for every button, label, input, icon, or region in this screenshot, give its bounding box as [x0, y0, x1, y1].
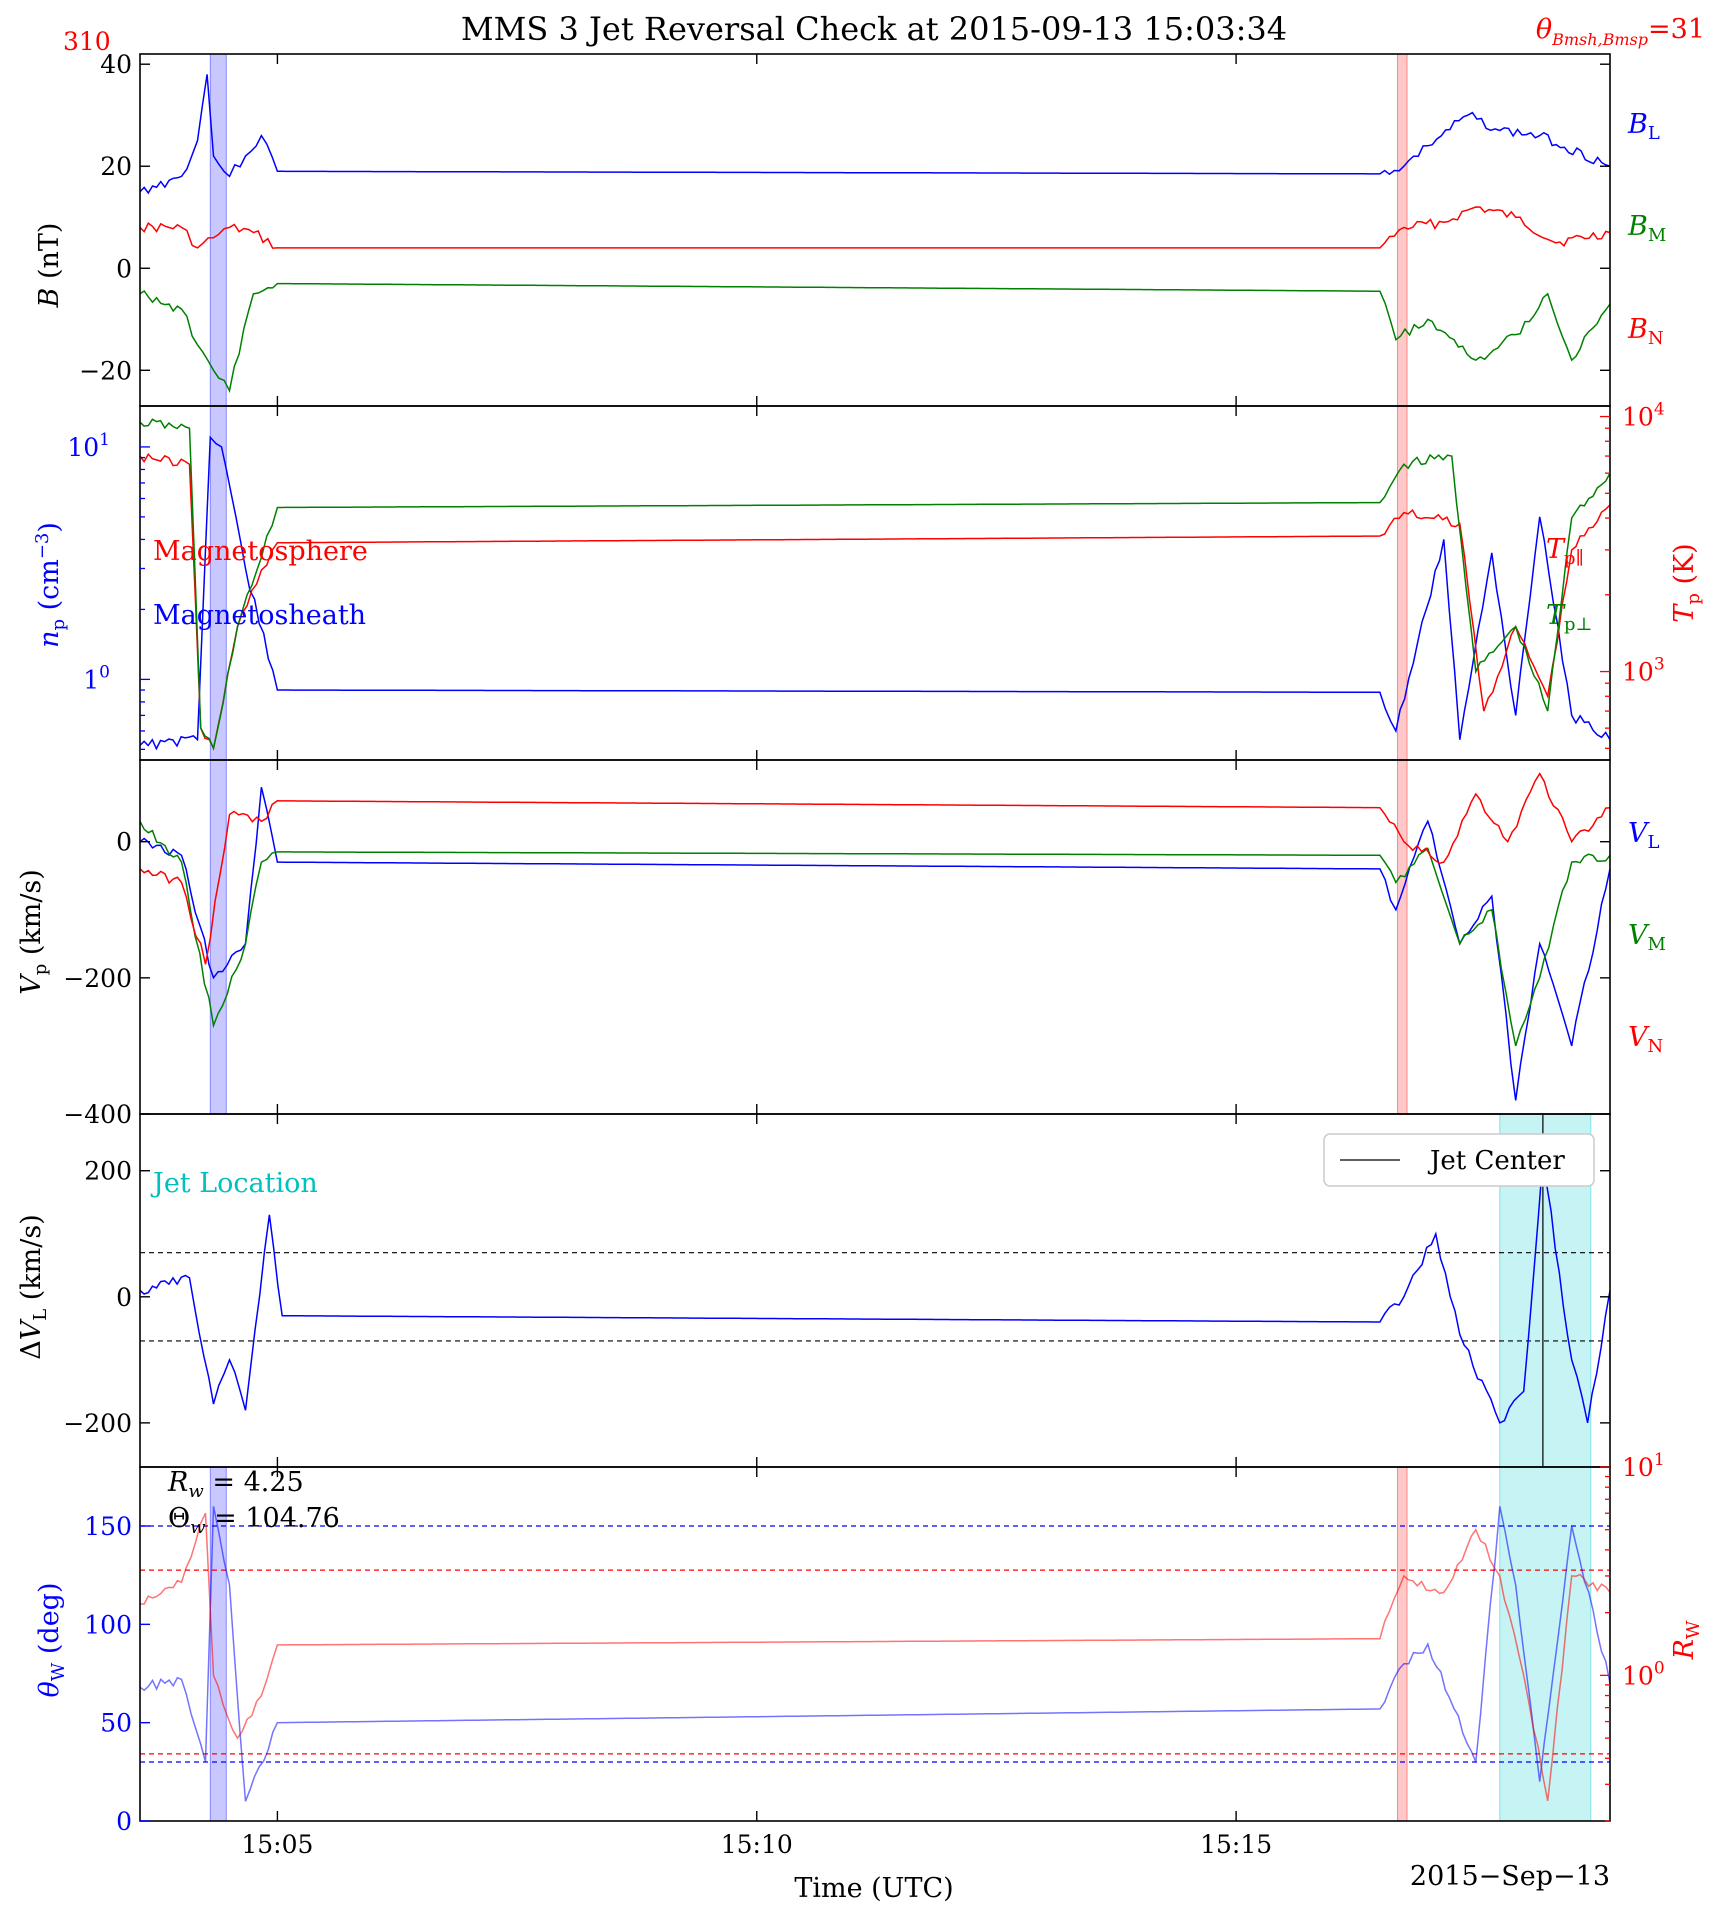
- series-line-1-1: [139, 452, 1611, 751]
- figure-title: MMS 3 Jet Reversal Check at 2015-09-13 1…: [461, 10, 1287, 48]
- x-tick-label-0: 15:05: [241, 1830, 313, 1859]
- y-tick-label-2-2: −400: [63, 1100, 132, 1129]
- y-tick-label-2-1: −200: [63, 964, 132, 993]
- series-line-2-1: [139, 820, 1611, 1047]
- y-tick-label-0-2: 0: [116, 254, 132, 283]
- series-line-4-1: [140, 1512, 1611, 1801]
- series-line-2-2: [139, 772, 1611, 965]
- shade-red-2-1: [1396, 759, 1408, 1115]
- tick-marks: [140, 54, 1610, 1822]
- y-tick-label-3-2: −200: [63, 1409, 132, 1438]
- ylabel-tp: Tp (K): [1669, 543, 1704, 622]
- y-tick-label-3-0: 200: [84, 1157, 132, 1186]
- reference-lines: [140, 1114, 1610, 1763]
- x-axis-label: Time (UTC): [794, 1873, 953, 1904]
- series-line-0-0: [139, 74, 1611, 195]
- ylabel-dvl: ΔVL (km/s): [16, 1214, 51, 1360]
- y-right-tick-label-1-1: 103: [1622, 655, 1665, 687]
- legend-box: Jet Center: [1323, 1133, 1595, 1187]
- annotation-jet-location: Jet Location: [150, 1168, 318, 1199]
- y-right-tick-label-1-0: 104: [1622, 400, 1665, 432]
- y-tick-label-0-1: 20: [100, 152, 132, 181]
- y-tick-label-0-3: −20: [79, 356, 132, 385]
- panel-frames: [139, 53, 1611, 1822]
- date-label: 2015−Sep−13: [1410, 1861, 1610, 1892]
- shade-cyan-4-2: [1499, 1466, 1592, 1822]
- shade-red-4-1: [1396, 1466, 1408, 1822]
- series-line-4-0: [139, 1506, 1611, 1802]
- tick-labels: 40200−20101101041030−200−4002000−20015:0…: [63, 50, 1664, 1859]
- x-tick-label-2: 15:15: [1200, 1830, 1272, 1859]
- walen-rw-text: Rw = 4.25: [167, 1467, 304, 1502]
- legend-frame: [1323, 1133, 1595, 1187]
- shade-blue-2-0: [209, 759, 227, 1115]
- ylabel-thetaw: θW (deg): [34, 1583, 69, 1698]
- series-line-1-0: [139, 435, 1611, 751]
- y-tick-label-4-2: 50: [100, 1709, 132, 1738]
- series-line-1-2: [139, 418, 1611, 751]
- ylabel-rw: RW: [1669, 1620, 1704, 1660]
- y-tick-label-3-1: 0: [116, 1283, 132, 1312]
- y-right-tick-label-4-1: 100: [1622, 1658, 1665, 1690]
- ylabel-b: B (nT): [34, 223, 65, 309]
- series-line-2-0: [139, 787, 1611, 1101]
- y-tick-label-1-0: 101: [67, 430, 110, 462]
- y-tick-label-4-0: 150: [84, 1512, 132, 1541]
- y-tick-label-1-1: 10: [83, 662, 110, 694]
- series-line-0-2: [139, 206, 1611, 249]
- data-series: [139, 74, 1611, 1802]
- y-tick-label-4-1: 100: [84, 1610, 132, 1639]
- ylabel-vp: Vp (km/s): [16, 869, 51, 995]
- shade-red-1-1: [1396, 405, 1408, 761]
- y-right-tick-label-4-0: 101: [1622, 1450, 1665, 1482]
- ylabel-np: np (cm−3): [32, 522, 69, 648]
- y-tick-label-0-0: 40: [100, 50, 132, 79]
- y-tick-label-2-0: 0: [116, 828, 132, 857]
- corner-right-annotation: θBmsh,Bmsp=31: [1536, 14, 1705, 49]
- y-tick-label-4-3: 0: [116, 1807, 132, 1836]
- annotation-magnetosheath: Magnetosheath: [153, 600, 366, 631]
- corner-left-value: 310: [63, 27, 111, 56]
- x-tick-label-1: 15:10: [721, 1830, 793, 1859]
- annotation-magnetosphere: Magnetosphere: [153, 536, 368, 567]
- walen-theta-text: Θw = 104.76: [168, 1503, 340, 1538]
- legend-jet-center-label: Jet Center: [1427, 1146, 1565, 1176]
- panel-frame-4: [139, 1466, 1611, 1822]
- series-line-0-1: [139, 282, 1611, 393]
- series-line-3-0: [139, 1157, 1611, 1424]
